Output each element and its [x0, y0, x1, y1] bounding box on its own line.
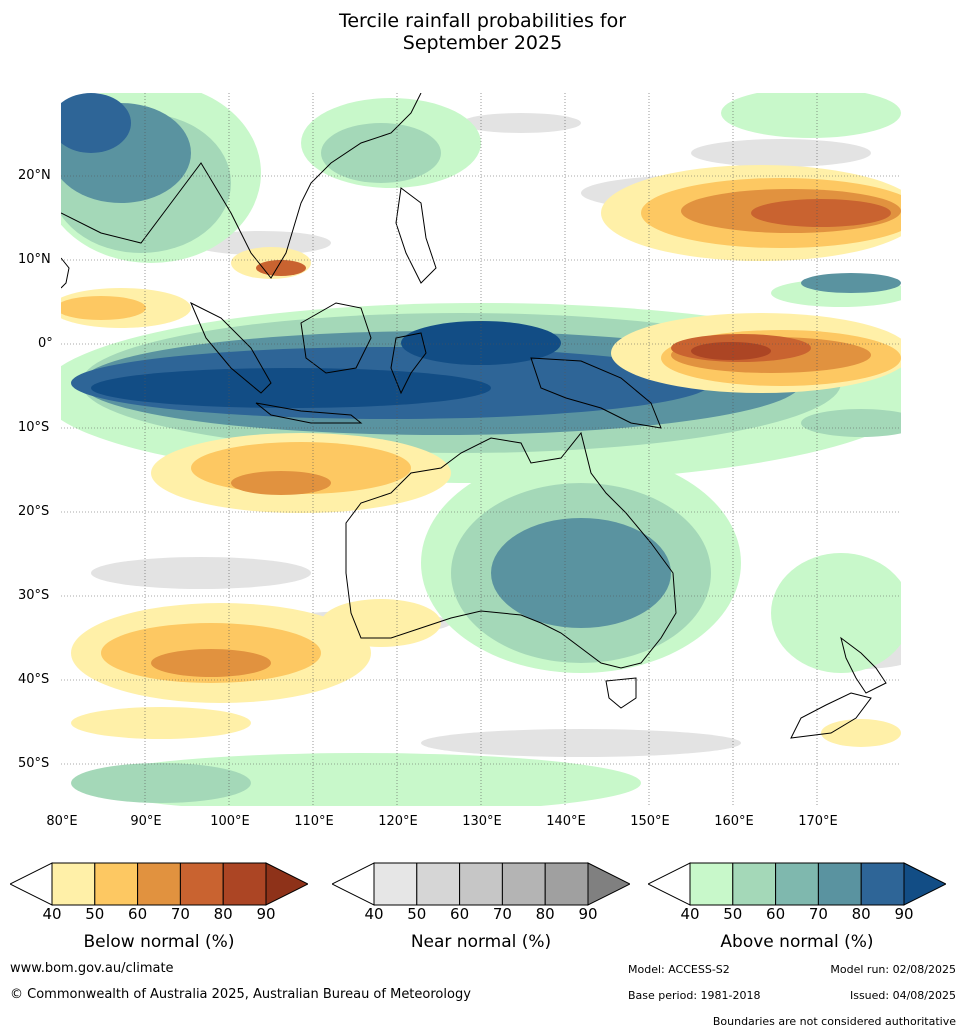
- colorbar-bin-80: [544, 862, 589, 906]
- colorbar-bin-80: [860, 862, 905, 906]
- lat-label-equator: 0°: [38, 336, 53, 351]
- colorbar-tick-label: 80: [535, 905, 555, 923]
- colorbar-bin-40: [373, 862, 418, 906]
- lat-label-20n: 20°N: [18, 168, 51, 183]
- colorbar-tick-label: 70: [492, 905, 512, 923]
- lon-label-90e: 90°E: [130, 814, 162, 829]
- colorbar-below-40-triangle: [646, 862, 691, 906]
- model-name: Model: ACCESS-S2: [628, 963, 730, 976]
- colorbar-over-90-triangle: [265, 862, 310, 906]
- colorbar-tick-label: 40: [42, 905, 62, 923]
- colorbar-tick-label: 50: [407, 905, 427, 923]
- new-guinea-coastline: [530, 357, 662, 429]
- colorbar-tick-label: 50: [85, 905, 105, 923]
- coastlines: [61, 93, 887, 739]
- lon-label-150e: 150°E: [630, 814, 670, 829]
- new-zealand-north-coastline: [840, 636, 887, 694]
- colorbar-tick-label: 60: [766, 905, 786, 923]
- colorbar-bin-70: [179, 862, 224, 906]
- lon-label-120e: 120°E: [378, 814, 418, 829]
- new-zealand-south-coastline: [790, 692, 872, 739]
- colorbar-tick-label: 80: [213, 905, 233, 923]
- lon-label-100e: 100°E: [210, 814, 250, 829]
- colorbar-graphic: [8, 862, 310, 906]
- lat-label-20s: 20°S: [18, 504, 50, 519]
- colorbar-graphic: [646, 862, 948, 906]
- colorbar-graphic: [330, 862, 632, 906]
- australia-coastline: [345, 431, 677, 669]
- colorbar-bin-60: [775, 862, 819, 906]
- sulawesi-coastline: [390, 332, 427, 395]
- map-title-line-2: September 2025: [402, 32, 563, 54]
- lon-label-170e: 170°E: [798, 814, 838, 829]
- lon-label-160e: 160°E: [714, 814, 754, 829]
- tasmania-coastline: [605, 677, 637, 709]
- colorbar-below-normal-label: Below normal (%): [83, 932, 235, 952]
- colorbar-tick-label: 70: [170, 905, 190, 923]
- colorbar-below-40-triangle: [330, 862, 375, 906]
- lat-label-10s: 10°S: [18, 420, 50, 435]
- borneo-coastline: [300, 302, 372, 374]
- colorbar-bin-60: [459, 862, 503, 906]
- colorbar-bin-50: [732, 862, 777, 906]
- lat-label-30s: 30°S: [18, 588, 50, 603]
- colorbar-bin-50: [94, 862, 139, 906]
- colorbar-tick-label: 70: [808, 905, 828, 923]
- lon-label-130e: 130°E: [462, 814, 502, 829]
- colorbar-over-90-triangle: [903, 862, 948, 906]
- colorbar-bin-70: [817, 862, 862, 906]
- colorbar-tick-label: 40: [680, 905, 700, 923]
- colorbar-bin-40: [51, 862, 96, 906]
- colorbar-bin-80: [222, 862, 267, 906]
- colorbar-bin-50: [416, 862, 461, 906]
- colorbar-tick-label: 40: [364, 905, 384, 923]
- boundaries-disclaimer: Boundaries are not considered authoritat…: [712, 1015, 956, 1028]
- colorbar-tick-label: 90: [894, 905, 914, 923]
- philippines-coastline: [395, 187, 437, 284]
- model-run-date: Model run: 02/08/2025: [830, 963, 956, 976]
- colorbar-near-normal-label: Near normal (%): [410, 932, 552, 952]
- java-coastline: [255, 402, 363, 424]
- lat-label-10n: 10°N: [18, 252, 51, 267]
- sumatra-coastline: [190, 301, 272, 394]
- colorbar-tick-label: 60: [128, 905, 148, 923]
- website-link[interactable]: www.bom.gov.au/climate: [10, 961, 174, 976]
- lon-label-110e: 110°E: [294, 814, 334, 829]
- rainfall-probability-map: [61, 93, 901, 806]
- colorbar-tick-label: 90: [256, 905, 276, 923]
- lat-label-40s: 40°S: [18, 672, 50, 687]
- colorbar-tick-label: 50: [723, 905, 743, 923]
- colorbar-bin-40: [689, 862, 734, 906]
- colorbar-tick-label: 80: [851, 905, 871, 923]
- map-title: Tercile rainfall probabilities for Septe…: [0, 10, 965, 54]
- gridlines: [61, 93, 901, 806]
- map-title-line-1: Tercile rainfall probabilities for: [338, 10, 627, 32]
- colorbar-below-40-triangle: [8, 862, 53, 906]
- copyright-text: © Commonwealth of Australia 2025, Austra…: [10, 987, 471, 1002]
- colorbar-over-90-triangle: [587, 862, 632, 906]
- lon-label-80e: 80°E: [46, 814, 78, 829]
- colorbar-bin-70: [501, 862, 546, 906]
- mainland-asia-coastline: [61, 93, 422, 279]
- lon-label-140e: 140°E: [546, 814, 586, 829]
- colorbar-near-normal: [330, 862, 632, 910]
- colorbar-tick-label: 60: [450, 905, 470, 923]
- map-canvas: [61, 93, 901, 806]
- base-period: Base period: 1981-2018: [628, 989, 761, 1002]
- colorbar-above-normal: [646, 862, 948, 910]
- colorbar-tick-label: 90: [578, 905, 598, 923]
- colorbar-above-normal-label: Above normal (%): [720, 932, 874, 952]
- colorbar-below-normal: [8, 862, 310, 910]
- below-normal-peak-areas: [691, 342, 771, 360]
- issued-date: Issued: 04/08/2025: [849, 989, 956, 1002]
- lat-label-50s: 50°S: [18, 756, 50, 771]
- colorbar-bin-60: [137, 862, 181, 906]
- sri-lanka-coastline: [61, 257, 70, 289]
